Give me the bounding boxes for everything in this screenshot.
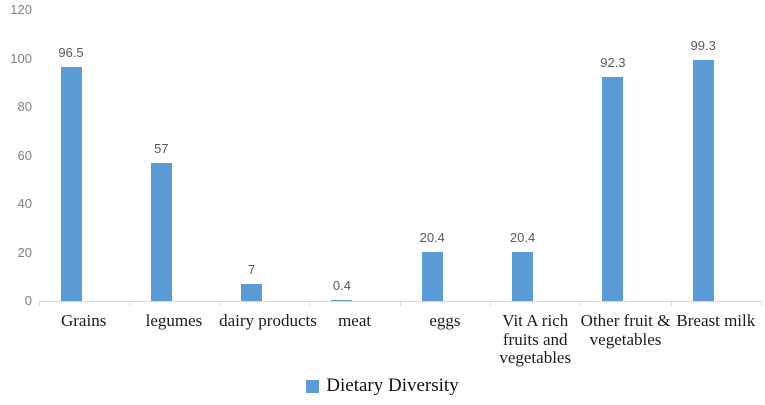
category-label-other-fruit-vegetables: Other fruit & vegetables (580, 311, 671, 349)
legend-label: Dietary Diversity (326, 375, 459, 396)
category-label-vit-a-rich-fruits-and-vegetables: Vit A rich fruits and vegetables (499, 311, 572, 367)
y-axis-label-120: 120 (10, 2, 32, 17)
category-label-grains: Grains (60, 311, 107, 330)
bar-breast-milk (692, 60, 714, 301)
category-label-dairy-products: dairy products (219, 311, 317, 330)
data-label-eggs: 20.4 (419, 230, 445, 245)
y-axis-label-100: 100 (10, 50, 32, 66)
category-label-meat: meat (338, 311, 372, 330)
legend: Dietary Diversity (0, 375, 765, 397)
data-label-grains: 96.5 (58, 45, 84, 60)
y-axis-label-60: 60 (17, 147, 32, 163)
data-label-dairy-products: 7 (248, 262, 256, 277)
bar-other-fruit-vegetables (602, 77, 624, 301)
y-axis-label-80: 80 (17, 99, 32, 114)
y-axis-label-40: 40 (17, 196, 32, 211)
category-label-breast-milk: Breast milk (676, 311, 756, 330)
category-label-legumes: legumes (145, 311, 203, 330)
x-axis-tick (38, 301, 40, 306)
data-label-legumes: 57 (154, 141, 169, 156)
bar-dairy-products (241, 284, 263, 301)
bar-grains (60, 67, 82, 301)
category-label-eggs: eggs (429, 311, 461, 330)
data-label-breast-milk: 99.3 (690, 38, 716, 53)
bar-vit-a-rich-fruits-and-vegetables (512, 252, 534, 301)
bar-legumes (150, 163, 172, 301)
legend-color-swatch (306, 379, 320, 393)
x-axis-tick (670, 301, 672, 306)
x-axis-tick (219, 301, 221, 306)
x-axis-tick (580, 301, 582, 306)
y-axis-label-0: 0 (24, 293, 32, 308)
x-axis-tick (490, 301, 492, 306)
bar-meat (331, 300, 353, 301)
bar-eggs (421, 252, 443, 301)
x-axis-tick (399, 301, 401, 306)
data-label-other-fruit-vegetables: 92.3 (600, 55, 626, 70)
x-axis-tick (309, 301, 311, 306)
x-axis-tick (128, 301, 130, 306)
x-axis-tick (761, 301, 762, 306)
y-axis-label-20: 20 (17, 244, 32, 260)
data-label-vit-a-rich-fruits-and-vegetables: 20.4 (509, 230, 536, 245)
data-label-meat: 0.4 (332, 278, 351, 293)
